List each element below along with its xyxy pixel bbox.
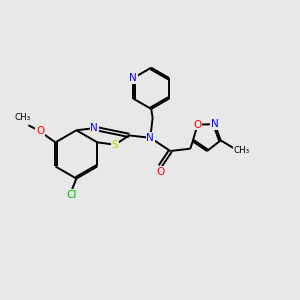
Text: O: O <box>36 126 44 136</box>
Text: N: N <box>90 123 98 133</box>
Text: N: N <box>146 133 154 143</box>
Text: Cl: Cl <box>66 190 76 200</box>
Text: N: N <box>211 119 219 129</box>
Text: CH₃: CH₃ <box>14 113 31 122</box>
Text: S: S <box>112 140 118 150</box>
Text: O: O <box>156 167 164 177</box>
Text: CH₃: CH₃ <box>234 146 250 155</box>
Text: N: N <box>130 73 137 83</box>
Text: O: O <box>193 120 202 130</box>
